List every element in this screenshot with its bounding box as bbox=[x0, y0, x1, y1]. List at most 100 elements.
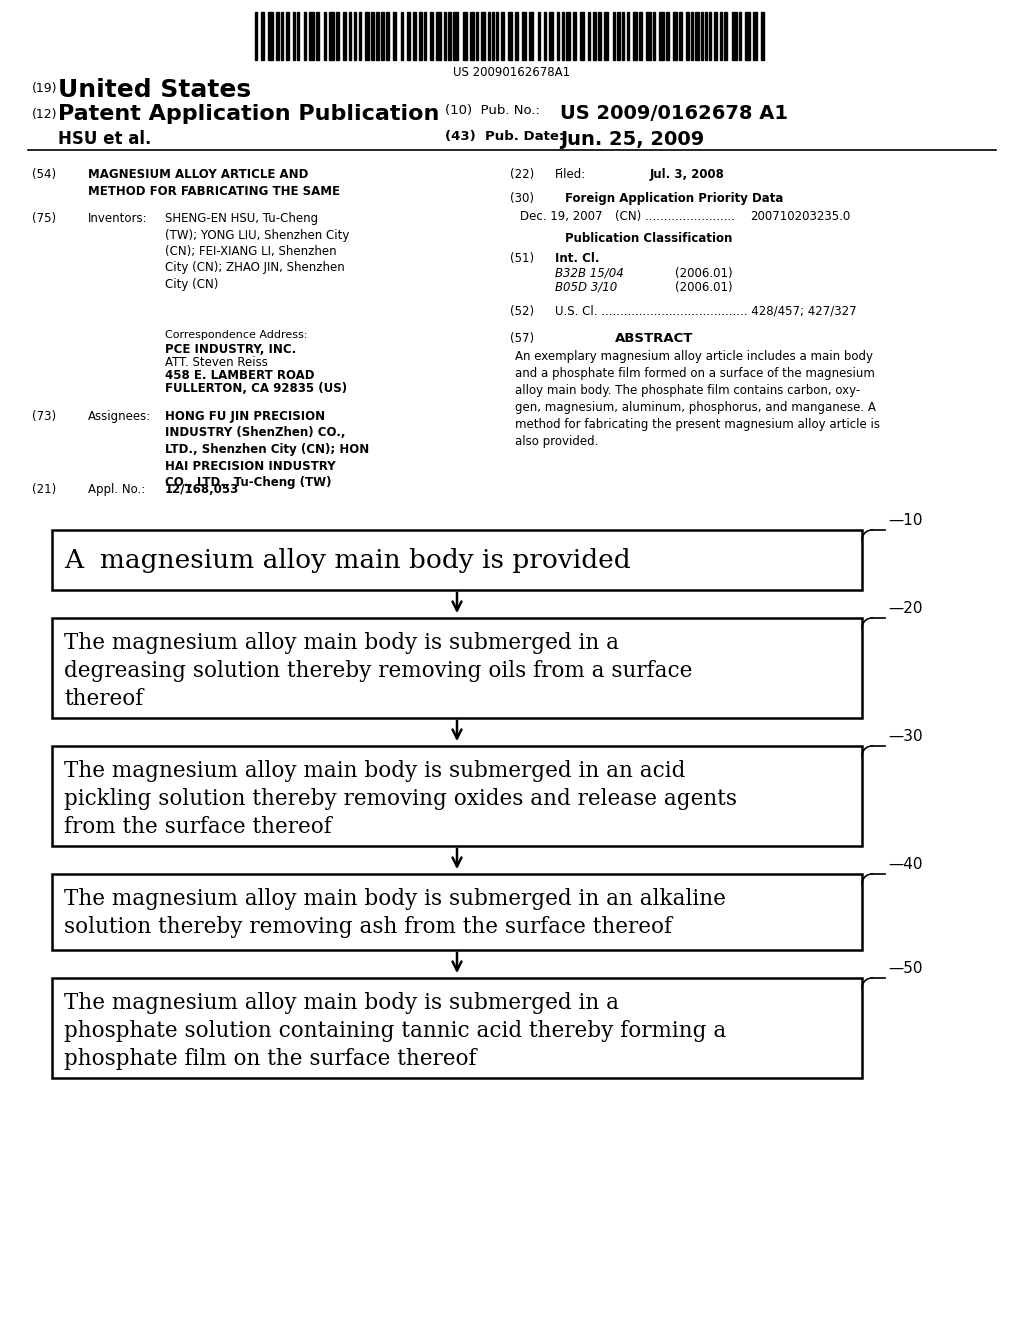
Bar bbox=[336, 12, 339, 59]
Text: B32B 15/04: B32B 15/04 bbox=[555, 267, 624, 280]
Bar bbox=[381, 12, 384, 59]
Text: US 2009/0162678 A1: US 2009/0162678 A1 bbox=[560, 104, 788, 123]
Bar bbox=[407, 12, 410, 59]
Bar bbox=[522, 12, 526, 59]
Bar bbox=[476, 12, 478, 59]
Bar bbox=[617, 12, 620, 59]
Text: ABSTRACT: ABSTRACT bbox=[615, 333, 693, 345]
Bar bbox=[695, 12, 699, 59]
Bar bbox=[359, 12, 361, 59]
Bar bbox=[622, 12, 624, 59]
Bar bbox=[52, 978, 862, 1078]
Bar bbox=[501, 12, 504, 59]
Bar bbox=[376, 12, 379, 59]
Bar bbox=[329, 12, 334, 59]
Bar bbox=[401, 12, 403, 59]
Text: Inventors:: Inventors: bbox=[88, 213, 147, 224]
Bar bbox=[573, 12, 575, 59]
Bar bbox=[739, 12, 741, 59]
Text: Assignees:: Assignees: bbox=[88, 411, 152, 422]
Bar bbox=[349, 12, 351, 59]
Text: (19): (19) bbox=[32, 82, 57, 95]
Text: (2006.01): (2006.01) bbox=[675, 267, 732, 280]
Text: (73): (73) bbox=[32, 411, 56, 422]
Text: —40: —40 bbox=[888, 857, 923, 873]
Text: Filed:: Filed: bbox=[555, 168, 587, 181]
Bar bbox=[436, 12, 441, 59]
Text: (43)  Pub. Date:: (43) Pub. Date: bbox=[445, 129, 564, 143]
Text: SHENG-EN HSU, Tu-Cheng
(TW); YONG LIU, Shenzhen City
(CN); FEI-XIANG LI, Shenzhe: SHENG-EN HSU, Tu-Cheng (TW); YONG LIU, S… bbox=[165, 213, 349, 290]
Text: The magnesium alloy main body is submerged in a
degreasing solution thereby remo: The magnesium alloy main body is submerg… bbox=[63, 632, 692, 710]
Bar bbox=[430, 12, 433, 59]
Text: The magnesium alloy main body is submerged in an acid
pickling solution thereby : The magnesium alloy main body is submerg… bbox=[63, 760, 737, 838]
Bar bbox=[297, 12, 299, 59]
Bar bbox=[639, 12, 642, 59]
Text: Jul. 3, 2008: Jul. 3, 2008 bbox=[650, 168, 725, 181]
Bar bbox=[255, 12, 257, 59]
Bar bbox=[393, 12, 396, 59]
Text: —50: —50 bbox=[888, 961, 923, 975]
Text: MAGNESIUM ALLOY ARTICLE AND
METHOD FOR FABRICATING THE SAME: MAGNESIUM ALLOY ARTICLE AND METHOD FOR F… bbox=[88, 168, 340, 198]
Bar bbox=[444, 12, 446, 59]
Bar bbox=[316, 12, 319, 59]
Bar bbox=[309, 12, 314, 59]
Bar bbox=[413, 12, 416, 59]
Text: Foreign Application Priority Data: Foreign Application Priority Data bbox=[565, 191, 783, 205]
Bar bbox=[549, 12, 553, 59]
Bar bbox=[293, 12, 295, 59]
Bar bbox=[673, 12, 677, 59]
Text: (57): (57) bbox=[510, 333, 535, 345]
Bar bbox=[463, 12, 467, 59]
Bar bbox=[286, 12, 289, 59]
Text: —20: —20 bbox=[888, 601, 923, 616]
Text: Jun. 25, 2009: Jun. 25, 2009 bbox=[560, 129, 705, 149]
Text: A  magnesium alloy main body is provided: A magnesium alloy main body is provided bbox=[63, 548, 631, 573]
Bar bbox=[365, 12, 369, 59]
Text: (12): (12) bbox=[32, 108, 57, 121]
Bar bbox=[593, 12, 596, 59]
Bar bbox=[544, 12, 546, 59]
Bar bbox=[488, 12, 490, 59]
Bar bbox=[686, 12, 689, 59]
Bar bbox=[761, 12, 764, 59]
Bar bbox=[261, 12, 264, 59]
Text: —10: —10 bbox=[888, 513, 923, 528]
Text: B05D 3/10: B05D 3/10 bbox=[555, 281, 617, 294]
Bar bbox=[753, 12, 757, 59]
Bar bbox=[424, 12, 426, 59]
Bar bbox=[276, 12, 279, 59]
Bar bbox=[449, 12, 451, 59]
Text: (CN) ........................: (CN) ........................ bbox=[615, 210, 735, 223]
Bar bbox=[613, 12, 615, 59]
Bar bbox=[714, 12, 717, 59]
Text: Dec. 19, 2007: Dec. 19, 2007 bbox=[520, 210, 602, 223]
Bar bbox=[705, 12, 707, 59]
Bar bbox=[691, 12, 693, 59]
Bar bbox=[304, 12, 306, 59]
Text: United States: United States bbox=[58, 78, 251, 102]
Bar bbox=[52, 874, 862, 950]
Bar bbox=[745, 12, 750, 59]
Bar bbox=[538, 12, 540, 59]
Bar bbox=[52, 618, 862, 718]
Bar bbox=[453, 12, 458, 59]
Bar bbox=[515, 12, 518, 59]
Bar bbox=[529, 12, 534, 59]
Bar bbox=[492, 12, 494, 59]
Bar bbox=[709, 12, 711, 59]
Bar bbox=[470, 12, 474, 59]
Bar bbox=[354, 12, 356, 59]
Text: 200710203235.0: 200710203235.0 bbox=[750, 210, 850, 223]
Bar bbox=[646, 12, 651, 59]
Text: (22): (22) bbox=[510, 168, 535, 181]
Bar bbox=[580, 12, 584, 59]
Bar bbox=[508, 12, 512, 59]
Bar bbox=[679, 12, 682, 59]
Text: US 20090162678A1: US 20090162678A1 bbox=[454, 66, 570, 79]
Text: Appl. No.:: Appl. No.: bbox=[88, 483, 145, 496]
Text: PCE INDUSTRY, INC.: PCE INDUSTRY, INC. bbox=[165, 343, 296, 356]
Bar bbox=[701, 12, 703, 59]
Text: HSU et al.: HSU et al. bbox=[58, 129, 152, 148]
Bar bbox=[496, 12, 498, 59]
Bar bbox=[653, 12, 655, 59]
